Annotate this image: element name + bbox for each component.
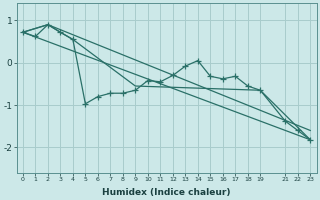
X-axis label: Humidex (Indice chaleur): Humidex (Indice chaleur)	[102, 188, 231, 197]
